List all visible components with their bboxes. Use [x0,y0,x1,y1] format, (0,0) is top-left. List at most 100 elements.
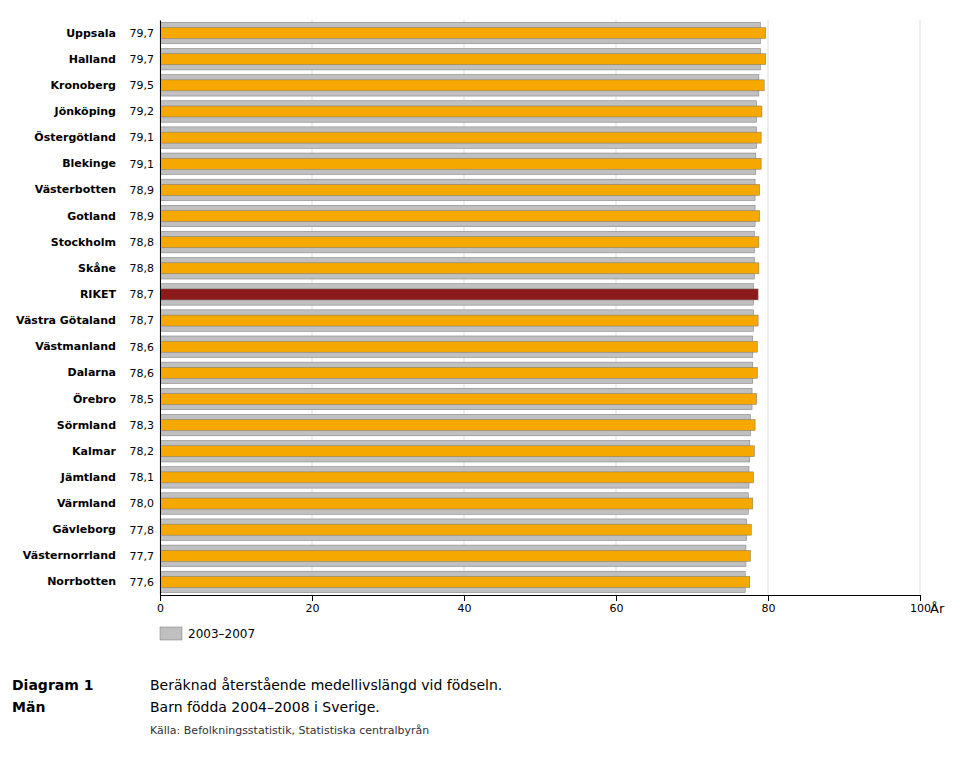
bar [160,576,750,587]
y-tick-label: Kalmar [72,445,117,458]
data-label: 78,3 [130,419,155,432]
y-tick: Kronoberg [50,79,116,92]
bar [160,237,759,248]
y-tick-label: Örebro [73,391,117,405]
x-tick: 0 [157,595,164,615]
y-tick-label: Östergötland [34,130,116,144]
data-label: 77,8 [130,524,155,537]
x-tick-label: 100 [910,602,931,615]
bar [160,446,754,457]
x-tick-mark [160,595,161,601]
y-tick: Skåne [78,262,116,275]
y-tick: Östergötland [34,130,116,144]
legend-label: 2003–2007 [188,627,255,641]
data-label: 78,2 [130,445,155,458]
y-tick: Halland [69,53,116,66]
bar [160,184,760,195]
data-label: 78,8 [130,236,155,249]
y-tick-label: Stockholm [51,236,116,249]
x-tick-label: 60 [610,602,624,615]
y-tick-label: Västra Götaland [16,314,116,327]
x-tick-label: 80 [762,602,776,615]
y-tick-label: Blekinge [62,157,116,170]
grid-line [768,20,769,595]
y-tick: Gävleborg [52,523,116,536]
data-label: 78,7 [130,314,155,327]
y-tick: Jämtland [60,471,116,484]
y-tick: Kalmar [72,445,117,458]
data-label: 77,6 [130,576,155,589]
y-tick: Norrbotten [47,575,116,588]
y-tick: Västmanland [35,340,116,353]
y-axis: Uppsala Halland Kronoberg Jönköping Östergöt… [16,21,160,596]
x-tick-label: 0 [157,602,164,615]
data-label: 78,9 [130,184,155,197]
x-tick-mark [464,595,465,601]
y-tick-label: Västernorrland [23,549,116,562]
y-tick-label: Gotland [67,210,116,223]
x-tick: 100 [910,595,931,615]
y-tick-label: Dalarna [68,366,116,379]
y-tick: Dalarna [68,366,116,379]
captions: Diagram 1MänBeräknad återstående medelli… [12,677,502,737]
bar [160,289,758,300]
y-tick-label: Gävleborg [52,523,116,536]
y-tick: Västernorrland [23,549,116,562]
y-tick: Stockholm [51,236,116,249]
y-tick: Västra Götaland [16,314,116,327]
annotation: Barn födda 2004–2008 i Sverige. [150,699,380,715]
legend-swatch [160,627,182,640]
y-tick-label: Västmanland [35,340,116,353]
bar [160,211,760,222]
y-tick: Värmland [57,497,116,510]
y-tick-label: Kronoberg [50,79,116,92]
annotation: Beräknad återstående medellivslängd vid … [150,677,502,693]
y-tick: RIKET [80,288,117,301]
title: Diagram 1 [12,677,93,693]
annotation: Källa: Befolkningsstatistik, Statistiska… [150,724,429,737]
data-label: 78,6 [130,367,155,380]
bar [160,80,764,91]
bars [160,22,766,592]
data-label: 78,1 [130,471,155,484]
x-axis: 0 20 40 60 80 100 [157,595,931,615]
y-tick-label: Halland [69,53,116,66]
grid-line [160,20,161,595]
data-label: 79,2 [130,105,155,118]
y-tick: Sörmland [57,419,116,432]
data-label: 79,1 [130,158,155,171]
y-tick-label: Uppsala [66,27,116,40]
x-tick: 40 [458,595,472,615]
y-tick-label: Norrbotten [47,575,116,588]
y-tick: Uppsala [66,27,116,40]
plot: 0 20 40 60 80 100 Uppsala Halland Kronoberg Jönkö… [16,20,945,641]
data-label: 78,6 [130,341,155,354]
bar [160,54,766,65]
x-tick-mark [768,595,769,601]
y-tick: Gotland [67,210,116,223]
data-label: 79,5 [130,79,155,92]
bar [160,315,758,326]
x-tick-mark [920,595,921,601]
bar [160,132,761,143]
bar [160,498,753,509]
bar [160,550,751,561]
chart-container: 0 20 40 60 80 100 Uppsala Halland Kronoberg Jönkö… [0,0,960,765]
bar [160,158,761,169]
legend-item: 2003–2007 [160,627,255,641]
x-tick: 20 [306,595,320,615]
grid-line [920,20,921,595]
bar [160,106,762,117]
y-tick: Västerbotten [35,183,116,196]
y-tick-label: Jönköping [54,105,116,118]
x-tick: 80 [762,595,776,615]
y-axis-line [160,21,161,596]
data-label: 78,8 [130,262,155,275]
series [160,28,766,588]
y-tick: Örebro [73,391,117,405]
x-tick-label: 40 [458,602,472,615]
x-tick-mark [312,595,313,601]
bar [160,28,766,39]
chart: 0 20 40 60 80 100 Uppsala Halland Kronoberg Jönkö… [0,0,960,765]
data-labels: 79,779,779,579,279,179,178,978,978,878,8… [130,27,155,589]
